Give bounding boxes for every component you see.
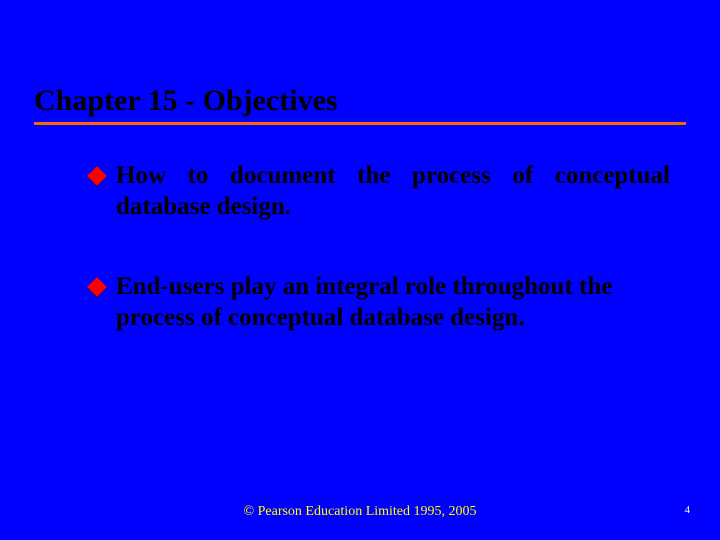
- list-item: End-users play an integral role througho…: [90, 271, 670, 334]
- bullet-text: End-users play an integral role througho…: [116, 271, 670, 334]
- diamond-icon: [87, 166, 107, 186]
- list-item: How to document the process of conceptua…: [90, 160, 670, 223]
- title-region: Chapter 15 - Objectives: [34, 84, 686, 125]
- diamond-icon: [87, 277, 107, 297]
- slide-title: Chapter 15 - Objectives: [34, 84, 686, 122]
- title-underline: [34, 122, 686, 125]
- footer-copyright: © Pearson Education Limited 1995, 2005: [0, 504, 720, 520]
- bullet-text: How to document the process of conceptua…: [116, 160, 670, 223]
- bullet-list: How to document the process of conceptua…: [90, 160, 670, 381]
- page-number: 4: [685, 504, 691, 516]
